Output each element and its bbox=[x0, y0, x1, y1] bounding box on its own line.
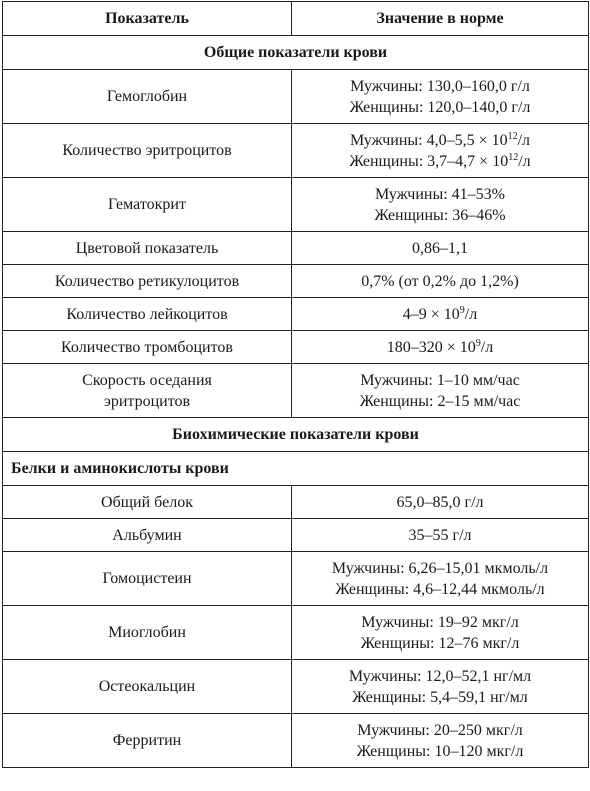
normal-value: Мужчины: 4,0–5,5 × 1012/л Женщины: 3,7–4… bbox=[291, 123, 589, 178]
table-row: Гемоглобин Мужчины: 130,0–160,0 г/л Женщ… bbox=[2, 69, 589, 124]
indicator-name: Количество лейкоцитов bbox=[2, 297, 292, 331]
value-women: Женщины: 5,4–59,1 нг/мл bbox=[352, 688, 528, 706]
section-title-general: Общие показатели крови bbox=[2, 35, 589, 70]
table-row: Остеокальцин Мужчины: 12,0–52,1 нг/мл Же… bbox=[2, 659, 589, 714]
indicator-name: Ферритин bbox=[2, 713, 292, 768]
table-row: Альбумин 35–55 г/л bbox=[2, 518, 589, 552]
table-row: Количество лейкоцитов 4–9 × 109/л bbox=[2, 297, 589, 331]
normal-value: Мужчины: 41–53% Женщины: 36–46% bbox=[291, 177, 589, 232]
indicator-name: Общий белок bbox=[2, 485, 292, 519]
normal-value: Мужчины: 12,0–52,1 нг/мл Женщины: 5,4–59… bbox=[291, 659, 589, 714]
value-men: Мужчины: 41–53% bbox=[375, 185, 505, 203]
normal-value: Мужчины: 6,26–15,01 мкмоль/л Женщины: 4,… bbox=[291, 551, 589, 606]
normal-value: 4–9 × 109/л bbox=[291, 297, 589, 331]
table-row: Цветовой показатель 0,86–1,1 bbox=[2, 231, 589, 265]
table-row: Количество ретикулоцитов 0,7% (от 0,2% д… bbox=[2, 264, 589, 298]
value-men: Мужчины: 1–10 мм/час bbox=[360, 371, 520, 389]
value-women: Женщины: 12–76 мкг/л bbox=[360, 634, 520, 652]
table-row: Скорость оседания эритроцитов Мужчины: 1… bbox=[2, 363, 589, 418]
indicator-name: Количество тромбоцитов bbox=[2, 330, 292, 364]
subsection-title-proteins: Белки и аминокислоты крови bbox=[2, 451, 589, 486]
indicator-name: Гомоцистеин bbox=[2, 551, 292, 606]
value-men: Мужчины: 4,0–5,5 × 1012/л bbox=[349, 130, 531, 149]
indicator-name: Остеокальцин bbox=[2, 659, 292, 714]
table-row: Количество эритроцитов Мужчины: 4,0–5,5 … bbox=[2, 123, 589, 178]
reference-values-table: Показатель Значение в норме Общие показа… bbox=[2, 1, 589, 768]
value-women: Женщины: 10–120 мкг/л bbox=[356, 742, 524, 760]
header-row: Показатель Значение в норме bbox=[2, 1, 589, 36]
column-header-indicator: Показатель bbox=[2, 1, 292, 36]
indicator-name: Количество ретикулоцитов bbox=[2, 264, 292, 298]
normal-value: 180–320 × 109/л bbox=[291, 330, 589, 364]
table-row: Общий белок 65,0–85,0 г/л bbox=[2, 485, 589, 519]
value-men: Мужчины: 6,26–15,01 мкмоль/л bbox=[331, 559, 549, 577]
table-row: Миоглобин Мужчины: 19–92 мкг/л Женщины: … bbox=[2, 605, 589, 660]
indicator-name: Миоглобин bbox=[2, 605, 292, 660]
value-women: Женщины: 4,6–12,44 мкмоль/л bbox=[335, 580, 545, 598]
normal-value: Мужчины: 1–10 мм/час Женщины: 2–15 мм/ча… bbox=[291, 363, 589, 418]
normal-value: Мужчины: 19–92 мкг/л Женщины: 12–76 мкг/… bbox=[291, 605, 589, 660]
section-row: Биохимические показатели крови bbox=[2, 417, 589, 452]
normal-value: 65,0–85,0 г/л bbox=[291, 485, 589, 519]
value-men: Мужчины: 19–92 мкг/л bbox=[361, 613, 519, 631]
normal-value: Мужчины: 130,0–160,0 г/л Женщины: 120,0–… bbox=[291, 69, 589, 124]
indicator-name: Альбумин bbox=[2, 518, 292, 552]
indicator-name: Скорость оседания эритроцитов bbox=[2, 363, 292, 418]
value-women: Женщины: 120,0–140,0 г/л bbox=[349, 98, 531, 116]
value-women: Женщины: 36–46% bbox=[374, 206, 506, 224]
table-row: Гомоцистеин Мужчины: 6,26–15,01 мкмоль/л… bbox=[2, 551, 589, 606]
indicator-name: Количество эритроцитов bbox=[2, 123, 292, 178]
value-men: Мужчины: 130,0–160,0 г/л bbox=[350, 77, 530, 95]
indicator-name: Гемоглобин bbox=[2, 69, 292, 124]
indicator-name: Гематокрит bbox=[2, 177, 292, 232]
normal-value: 0,86–1,1 bbox=[291, 231, 589, 265]
normal-value: Мужчины: 20–250 мкг/л Женщины: 10–120 мк… bbox=[291, 713, 589, 768]
value-men: Мужчины: 20–250 мкг/л bbox=[357, 721, 523, 739]
column-header-normal-value: Значение в норме bbox=[291, 1, 589, 36]
normal-value: 35–55 г/л bbox=[291, 518, 589, 552]
table-row: Гематокрит Мужчины: 41–53% Женщины: 36–4… bbox=[2, 177, 589, 232]
table-row: Ферритин Мужчины: 20–250 мкг/л Женщины: … bbox=[2, 713, 589, 768]
section-row: Общие показатели крови bbox=[2, 35, 589, 70]
subsection-row: Белки и аминокислоты крови bbox=[2, 451, 589, 486]
normal-value: 0,7% (от 0,2% до 1,2%) bbox=[291, 264, 589, 298]
section-title-biochem: Биохимические показатели крови bbox=[2, 417, 589, 452]
indicator-name: Цветовой показатель bbox=[2, 231, 292, 265]
value-women: Женщины: 3,7–4,7 × 1012/л bbox=[349, 151, 531, 170]
table-row: Количество тромбоцитов 180–320 × 109/л bbox=[2, 330, 589, 364]
value-women: Женщины: 2–15 мм/час bbox=[359, 392, 521, 410]
value-men: Мужчины: 12,0–52,1 нг/мл bbox=[348, 667, 532, 685]
